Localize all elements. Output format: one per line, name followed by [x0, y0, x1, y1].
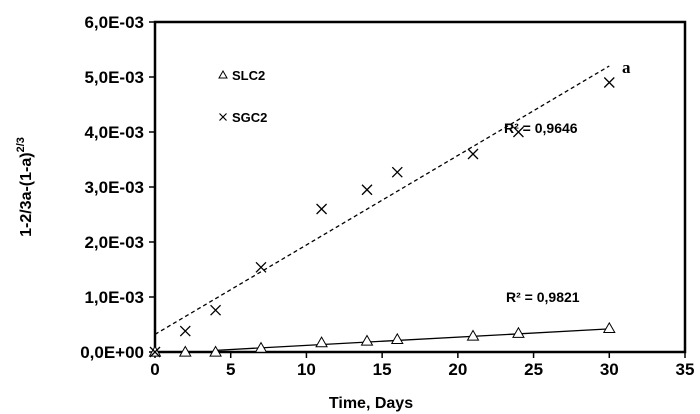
data-point-slc2	[209, 345, 222, 357]
data-point-sgc2	[361, 184, 373, 196]
data-point-slc2	[602, 321, 616, 333]
data-point-sgc2	[603, 77, 615, 88]
x-tick-label: 15	[373, 360, 392, 379]
x-axis-title: Time, Days	[329, 395, 413, 412]
panel-label: a	[622, 58, 631, 77]
y-tick-label: 0,0E+00	[80, 343, 144, 362]
x-tick-label: 5	[226, 360, 235, 379]
data-point-sgc2	[467, 148, 479, 160]
y-axis-title-main: 1-2/3a-(1-a)	[18, 152, 35, 236]
data-point-slc2	[360, 334, 374, 346]
data-point-sgc2	[210, 304, 222, 316]
data-point-slc2	[178, 345, 192, 357]
data-point-slc2	[390, 332, 404, 344]
x-tick-label: 25	[524, 360, 543, 379]
trendline-sgc2	[154, 65, 610, 335]
plot-area: 0 5 10 15 20 25 30 35 0,0E+00 1,0E-03 2,0E-03 3,0E-…	[80, 13, 694, 379]
data-point-sgc2	[179, 325, 191, 337]
legend-marker-sgc2	[219, 113, 227, 121]
legend-marker-slc2	[218, 69, 228, 79]
x-tick-label: 10	[297, 360, 316, 379]
x-tick-label: 30	[600, 360, 619, 379]
data-point-sgc2	[255, 261, 267, 273]
y-axis-title-superscript: 2/3	[15, 137, 27, 152]
data-point-slc2	[512, 326, 525, 338]
legend-label-slc2: SLC2	[232, 68, 265, 83]
data-point-sgc2	[149, 346, 161, 358]
data-point-slc2	[315, 336, 328, 348]
x-tick-label: 35	[676, 360, 695, 379]
y-tick-label: 1,0E-03	[84, 288, 144, 307]
y-tick-label: 5,0E-03	[84, 68, 144, 87]
trendline-slc2	[215, 328, 610, 351]
r2-annotation-sgc2: R² = 0,9646	[504, 120, 578, 136]
data-point-sgc2	[512, 126, 524, 138]
y-tick-label: 2,0E-03	[84, 233, 144, 252]
y-tick-label: 3,0E-03	[84, 178, 144, 197]
y-tick-label: 6,0E-03	[84, 13, 144, 32]
x-tick-label: 0	[150, 360, 159, 379]
y-axis-title: 1-2/3a-(1-a)2/3	[15, 137, 35, 237]
data-point-slc2	[254, 341, 268, 353]
data-point-sgc2	[391, 166, 403, 178]
y-tick-label: 4,0E-03	[84, 123, 144, 142]
r2-annotation-slc2: R² = 0,9821	[506, 289, 580, 305]
data-point-sgc2	[316, 203, 328, 215]
x-tick-label: 20	[448, 360, 467, 379]
legend-label-sgc2: SGC2	[232, 110, 267, 125]
data-point-slc2	[466, 329, 480, 341]
